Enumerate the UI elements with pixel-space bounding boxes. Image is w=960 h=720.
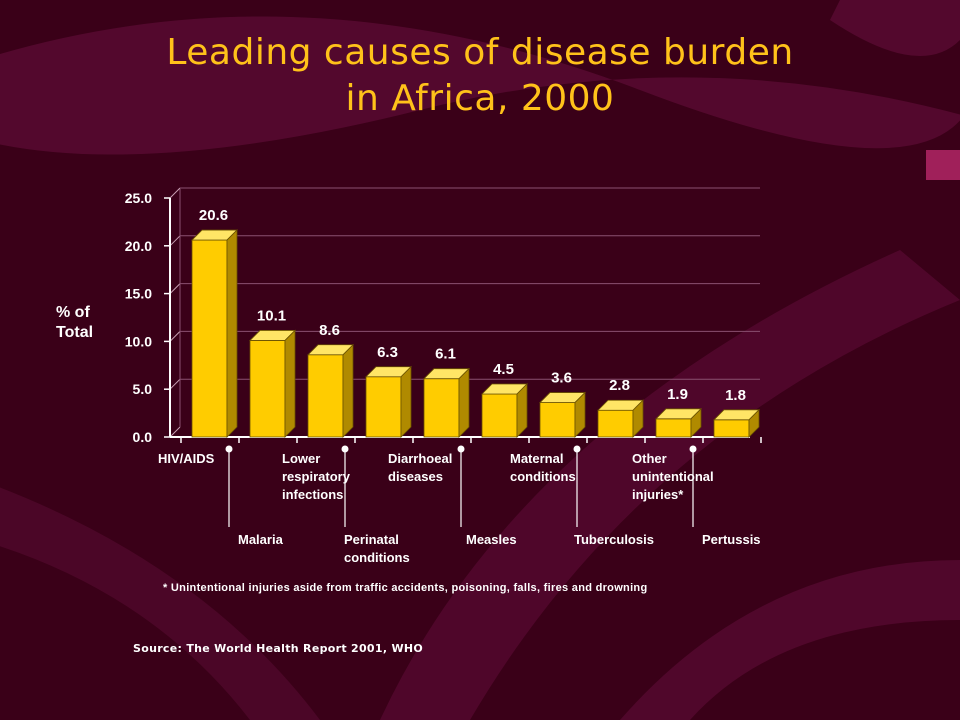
gridline-depth [169,235,181,247]
bar-side [226,229,238,438]
category-label: HIV/AIDS [158,451,215,466]
category-label: Malaria [238,532,283,547]
y-tick-label: 5.0 [133,381,153,397]
bar [597,409,634,438]
data-label: 20.6 [199,207,228,224]
bar [365,376,402,438]
gridline-depth [169,426,181,438]
data-label: 1.9 [667,386,688,403]
y-tick-label: 0.0 [133,429,153,445]
data-label: 4.5 [493,361,514,378]
bar [307,354,344,438]
y-tick-label: 15.0 [125,286,152,302]
bar-side [400,365,412,438]
bar-side [516,383,528,438]
gridline-depth [169,331,181,342]
bar-side [284,329,296,438]
y-tick-label: 20.0 [125,238,152,254]
source-note: Source: The World Health Report 2001, WH… [133,642,424,655]
y-tick-label: 10.0 [125,333,152,349]
bar [713,419,750,438]
bar [655,418,692,438]
category-label: Diarrhoeal diseases [388,451,453,484]
chart-title: Leading causes of disease burden in Afri… [0,30,960,122]
data-label: 6.1 [435,346,456,363]
bar-side [342,343,354,438]
bar-side [690,407,702,438]
gridline-depth [169,187,181,199]
gridline-depth [169,283,181,294]
data-label: 10.1 [257,307,286,324]
data-label: 1.8 [725,387,746,404]
bar-side [458,367,470,438]
footnote: * Unintentional injuries aside from traf… [163,582,648,594]
chart-title-line1: Leading causes of disease burden [166,32,794,73]
gridline-depth [169,378,181,390]
bar [249,340,286,438]
bar-side [748,408,760,438]
chart-title-line2: in Africa, 2000 [345,78,615,119]
category-label: Perinatal conditions [344,532,410,565]
bar-side [574,391,586,438]
category-label: Pertussis [702,532,761,547]
data-label: 2.8 [609,377,630,394]
bar [423,378,460,438]
category-label: Measles [466,532,517,547]
bar [191,239,228,438]
bar [481,393,518,438]
data-label: 3.6 [551,370,572,387]
category-label: Lower respiratory infections [282,451,350,502]
data-label: 6.3 [377,344,398,361]
category-label: Tuberculosis [574,532,654,547]
data-label: 8.6 [319,322,340,339]
category-label: Maternal conditions [510,451,576,484]
category-label: Other unintentional injuries* [632,451,714,502]
y-axis-label: % of Total [56,304,94,341]
bar-side [632,399,644,438]
bar [539,402,576,438]
y-tick-label: 25.0 [125,190,152,206]
